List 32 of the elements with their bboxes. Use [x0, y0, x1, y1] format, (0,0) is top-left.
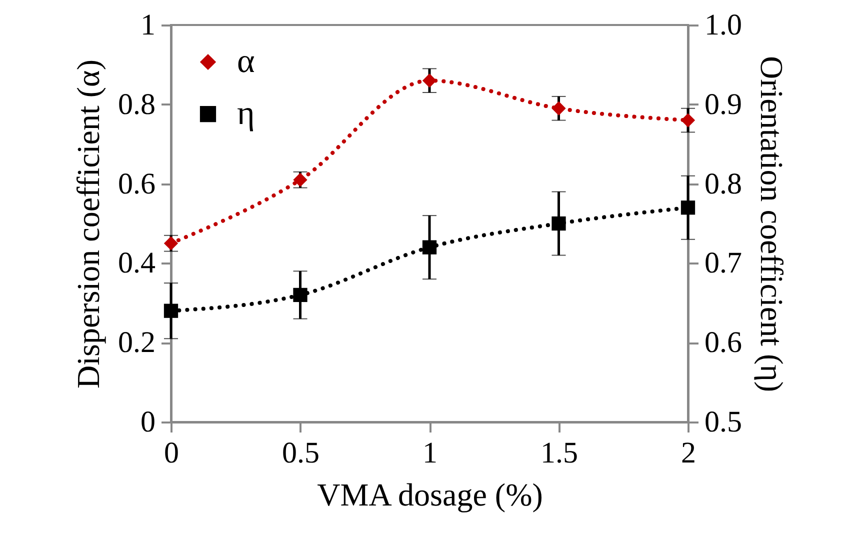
y2-tick-label: 0.7 [704, 246, 742, 280]
y-tick-label: 1 [140, 8, 156, 42]
y2-tick-label: 0.8 [704, 167, 742, 200]
point [680, 200, 696, 215]
point [552, 101, 566, 116]
x-tick-label: 2 [681, 436, 696, 470]
legend-label: η [237, 95, 255, 132]
y2-tick-label: 0.5 [704, 406, 742, 438]
x-axis-title: VMA dosage (%) [317, 476, 543, 512]
point [422, 74, 437, 88]
legend-label: α [237, 43, 255, 80]
y-tick-label: 0.6 [118, 167, 156, 200]
x-tick-label: 1 [422, 436, 438, 470]
point [422, 240, 437, 254]
y2-tick-label: 0.9 [704, 88, 742, 121]
y2-tick-label: 0.6 [704, 326, 742, 360]
x-tick-label: 0 [164, 436, 179, 470]
point [164, 304, 178, 318]
x-tick-label: 1.5 [540, 436, 578, 470]
y-tick-label: 0 [140, 406, 156, 438]
y-tick-label: 0.4 [118, 246, 156, 280]
point [680, 113, 696, 128]
y-tick-label: 0.2 [118, 326, 156, 360]
y-axis-title: Dispersion coefficient (α) [70, 60, 106, 388]
y2-tick-label: 1.0 [704, 8, 742, 42]
point [164, 236, 178, 250]
point [293, 288, 308, 302]
y2-axis-title: Orientation coefficient (η) [754, 56, 790, 392]
y-tick-label: 0.8 [118, 88, 156, 121]
x-tick-label: 0.5 [282, 436, 320, 470]
point [293, 172, 308, 187]
point [552, 216, 566, 231]
